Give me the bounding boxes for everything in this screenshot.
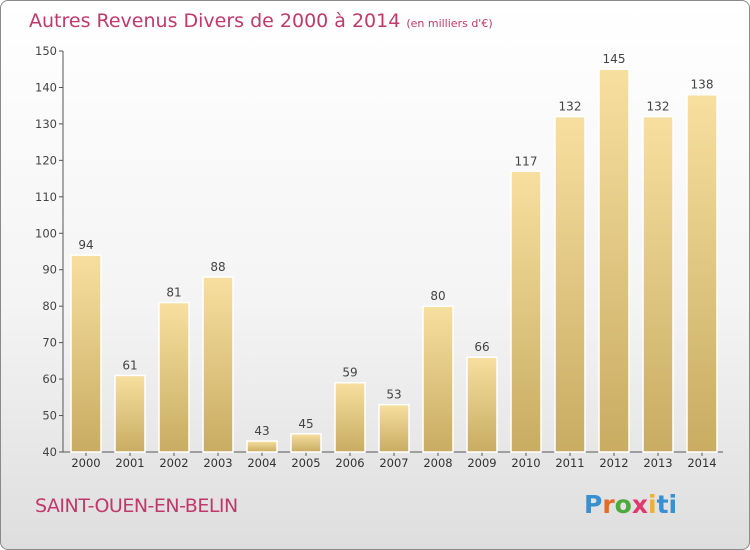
bar-value-label: 59: [342, 366, 357, 380]
bar-value-label: 88: [210, 260, 225, 274]
location-name: SAINT-OUEN-EN-BELIN: [35, 495, 238, 517]
y-tick-label: 140: [35, 80, 57, 94]
bar-value-label: 53: [386, 388, 401, 402]
x-tick-label: 2012: [599, 456, 628, 470]
bars: 94 61 81 88 43 45 59 53 80 66 117 132 145 132 138: [70, 52, 718, 453]
bar-value-label: 43: [254, 424, 269, 438]
x-tick-label: 2000: [71, 456, 100, 470]
proxiti-logo: Proxiti: [584, 490, 677, 519]
y-tick-label: 90: [42, 263, 57, 277]
bar-value-label: 145: [603, 52, 626, 66]
x-tick-label: 2008: [423, 456, 452, 470]
bar: [158, 301, 190, 453]
y-tick-label: 100: [35, 226, 57, 240]
bar: [554, 115, 586, 453]
x-tick-label: 2001: [115, 456, 144, 470]
bar-value-label: 45: [298, 417, 313, 431]
bar: [378, 403, 410, 453]
bar: [70, 254, 102, 453]
y-tick-label: 120: [35, 153, 57, 167]
bar-value-label: 81: [166, 286, 181, 300]
x-tick-label: 2011: [555, 456, 584, 470]
y-tick-label: 40: [42, 445, 57, 459]
bar: [422, 305, 454, 453]
bar: [334, 381, 366, 453]
bar-value-label: 132: [647, 100, 670, 114]
x-tick-label: 2003: [203, 456, 232, 470]
logo-letter: ti: [656, 490, 678, 519]
x-tick-label: 2005: [291, 456, 320, 470]
bar: [290, 433, 322, 453]
bar: [510, 170, 542, 453]
logo-letter: o: [614, 490, 632, 519]
bar-value-label: 117: [515, 154, 538, 168]
bar: [114, 374, 146, 453]
bar: [686, 93, 718, 453]
y-tick-label: 50: [42, 409, 57, 423]
x-tick-label: 2004: [247, 456, 276, 470]
x-tick-label: 2014: [687, 456, 716, 470]
bar-value-label: 138: [691, 78, 714, 92]
bar: [598, 68, 630, 453]
x-tick-label: 2002: [159, 456, 188, 470]
bar: [202, 276, 234, 453]
chart-subtitle: (en milliers d'€): [406, 17, 493, 30]
chart-title: Autres Revenus Divers de 2000 à 2014 (en …: [29, 10, 493, 32]
bar: [246, 440, 278, 453]
chart-title-text: Autres Revenus Divers de 2000 à 2014: [29, 10, 401, 32]
y-tick-label: 80: [42, 299, 57, 313]
bar-value-label: 132: [559, 100, 582, 114]
logo-letter: x: [631, 490, 648, 519]
bar-value-label: 66: [474, 340, 489, 354]
x-tick-label: 2006: [335, 456, 364, 470]
x-tick-label: 2007: [379, 456, 408, 470]
y-tick-label: 70: [42, 336, 57, 350]
logo-letter: r: [602, 490, 615, 519]
x-tick-label: 2010: [511, 456, 540, 470]
bar-value-label: 94: [78, 238, 93, 252]
y-tick-label: 150: [35, 44, 57, 58]
y-tick-label: 110: [35, 190, 57, 204]
y-tick-label: 60: [42, 372, 57, 386]
x-tick-label: 2009: [467, 456, 496, 470]
bar: [642, 115, 674, 453]
bar: [466, 356, 498, 453]
logo-letter: P: [584, 490, 603, 519]
bar-value-label: 61: [122, 358, 137, 372]
x-tick-label: 2013: [643, 456, 672, 470]
logo-letter: i: [648, 490, 657, 519]
bar-value-label: 80: [430, 289, 445, 303]
y-tick-label: 130: [35, 117, 57, 131]
